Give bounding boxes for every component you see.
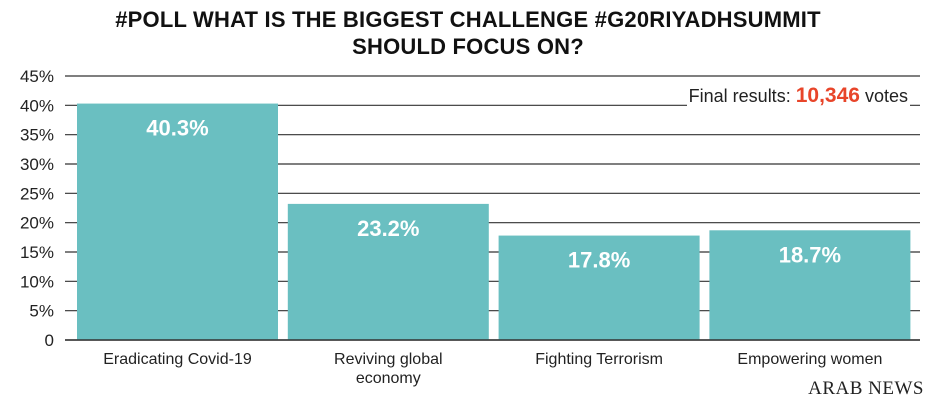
- bar-value-label: 18.7%: [779, 242, 841, 267]
- y-tick-label: 15%: [20, 243, 54, 262]
- bar: [498, 235, 700, 340]
- bar-value-label: 17.8%: [568, 248, 630, 273]
- chart-title-line-1: #POLL WHAT IS THE BIGGEST CHALLENGE #G20…: [115, 7, 821, 32]
- y-tick-label: 5%: [29, 302, 54, 321]
- bar: [287, 203, 489, 340]
- y-tick-label: 25%: [20, 184, 54, 203]
- bar: [77, 103, 278, 340]
- final-results-label: Final results:: [688, 86, 791, 106]
- chart-title-line-2: SHOULD FOCUS ON?: [352, 34, 584, 59]
- bar-value-label: 23.2%: [357, 216, 419, 241]
- y-tick-label: 35%: [20, 126, 54, 145]
- bar: [709, 230, 911, 340]
- final-results-annotation: Final results: 10,346 votes: [686, 84, 910, 108]
- vote-count: 10,346: [795, 84, 860, 107]
- votes-label: votes: [864, 86, 908, 106]
- chart-title: #POLL WHAT IS THE BIGGEST CHALLENGE #G20…: [0, 6, 936, 60]
- arab-news-logo: ARAB NEWS: [808, 378, 924, 399]
- y-tick-label: 40%: [20, 96, 54, 115]
- y-tick-label: 30%: [20, 155, 54, 174]
- y-tick-label: 10%: [20, 272, 54, 291]
- x-category-label: Empowering women: [737, 351, 882, 368]
- x-category-label: Fighting Terrorism: [535, 351, 663, 368]
- x-category-label: Eradicating Covid-19: [103, 351, 252, 368]
- y-tick-label: 0: [45, 331, 54, 350]
- bar-value-label: 40.3%: [146, 116, 208, 141]
- x-category-label: economy: [356, 370, 421, 387]
- y-tick-label: 20%: [20, 214, 54, 233]
- y-tick-label: 45%: [20, 67, 54, 86]
- x-category-label: Reviving global: [334, 351, 443, 368]
